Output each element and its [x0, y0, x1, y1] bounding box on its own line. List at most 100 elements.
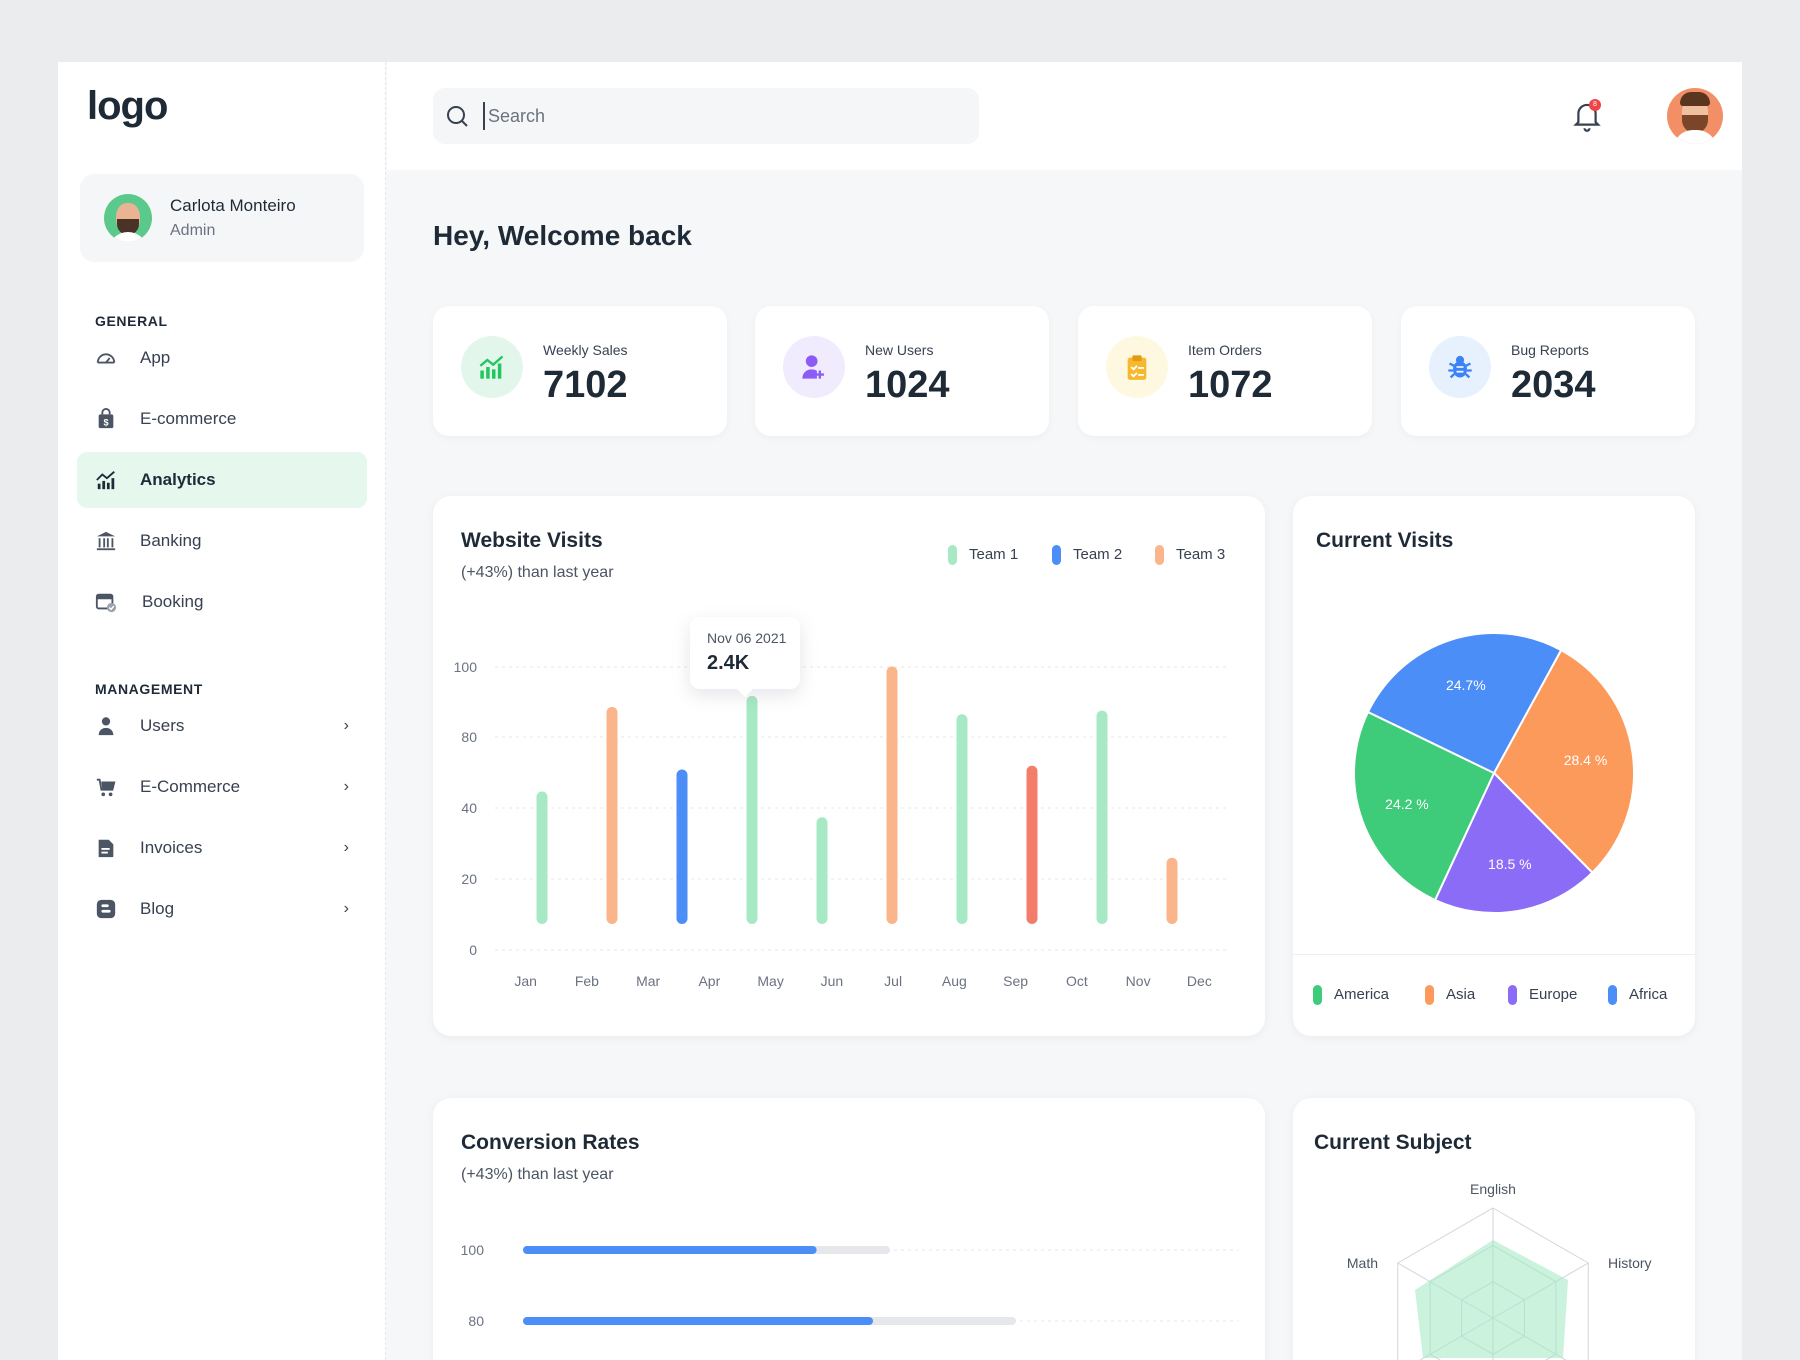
- analytics-icon: [96, 471, 115, 490]
- y-tick-label: 80: [468, 1313, 484, 1329]
- x-tick-label: Nov: [1126, 973, 1151, 989]
- conversion-rates-card: Conversion Rates (+43%) than last year 1…: [433, 1098, 1265, 1360]
- y-tick-label: 80: [461, 729, 477, 745]
- x-tick-label: Oct: [1066, 973, 1088, 989]
- account-avatar[interactable]: [1667, 88, 1723, 144]
- chart-up-icon: [461, 336, 523, 398]
- sidebar: logo Carlota Monteiro Admin GENERAL App …: [58, 62, 386, 1360]
- sidebar-item-blog[interactable]: Blog ›: [77, 881, 367, 937]
- stat-card-bug-reports: Bug Reports 2034: [1401, 306, 1695, 436]
- sidebar-item-ecommerce-management[interactable]: E-Commerce ›: [77, 759, 367, 815]
- logo[interactable]: logo: [87, 84, 168, 128]
- card-title: Current Subject: [1314, 1131, 1472, 1154]
- card-title: Conversion Rates: [461, 1131, 640, 1154]
- current-subject-card: Current Subject English History Math: [1293, 1098, 1695, 1360]
- card-subtitle: (+43%) than last year: [461, 1166, 614, 1183]
- stat-label: Item Orders: [1188, 342, 1262, 358]
- stat-label: Weekly Sales: [543, 342, 628, 358]
- pie-slice: [1433, 771, 1594, 914]
- bar: [676, 769, 688, 924]
- sidebar-item-ecommerce[interactable]: $ E-commerce: [77, 391, 367, 447]
- bar: [956, 714, 968, 924]
- chevron-right-icon: ›: [343, 717, 349, 734]
- radar-grid: [1397, 1207, 1589, 1360]
- x-tick-label: Mar: [636, 973, 660, 989]
- pie-slice: [1353, 710, 1496, 902]
- clipboard-icon: [1106, 336, 1168, 398]
- bar: [523, 1246, 817, 1254]
- bar: [816, 817, 828, 924]
- bar: [1166, 857, 1178, 924]
- svg-text:$: $: [103, 417, 108, 427]
- current-subject-radar-chart: English History Math: [1347, 1181, 1652, 1360]
- tooltip-arrow: [737, 689, 753, 697]
- user-profile-card[interactable]: Carlota Monteiro Admin: [80, 174, 364, 262]
- sidebar-item-app[interactable]: App: [77, 330, 367, 386]
- sidebar-item-invoices[interactable]: Invoices ›: [77, 820, 367, 876]
- tooltip-date: Nov 06 2021: [707, 630, 787, 646]
- notification-badge: 8: [1589, 99, 1601, 111]
- y-tick-label: 20: [461, 871, 477, 887]
- bar: [746, 695, 758, 924]
- card-subtitle: (+43%) than last year: [461, 564, 614, 581]
- pie-slice: [1366, 632, 1563, 775]
- y-tick-label: 100: [461, 1242, 485, 1258]
- x-tick-label: Apr: [698, 973, 720, 989]
- chevron-right-icon: ›: [343, 839, 349, 856]
- website-visits-card: Website Visits (+43%) than last year Tea…: [433, 496, 1265, 1036]
- pie-slice: [1492, 648, 1635, 875]
- search-input[interactable]: [483, 102, 953, 130]
- slice-label: 24.7%: [1446, 677, 1486, 693]
- sidebar-item-label: Invoices: [140, 838, 203, 857]
- stat-value: 1072: [1188, 364, 1273, 406]
- radar-area: [1415, 1240, 1568, 1358]
- stat-label: New Users: [865, 342, 934, 358]
- sidebar-item-banking[interactable]: Banking: [77, 513, 367, 569]
- sidebar-item-label: Booking: [142, 592, 204, 611]
- avatar: [104, 194, 152, 242]
- bar: [523, 1317, 874, 1325]
- bar: [1096, 710, 1108, 924]
- slice-label: 18.5 %: [1488, 856, 1532, 872]
- chevron-right-icon: ›: [343, 900, 349, 917]
- sidebar-item-users[interactable]: Users ›: [77, 698, 367, 754]
- current-visits-pie-chart: 28.4 % 18.5 % 24.2 % 24.7%: [1353, 632, 1635, 914]
- invoice-icon: [98, 839, 114, 858]
- stat-card-item-orders: Item Orders 1072: [1078, 306, 1372, 436]
- sidebar-item-label: App: [140, 348, 171, 367]
- bar: [886, 666, 898, 924]
- cart-icon: [96, 778, 116, 797]
- y-tick-label: 40: [461, 800, 477, 816]
- bar: [1026, 765, 1038, 924]
- section-management: MANAGEMENT: [95, 681, 203, 697]
- sidebar-item-booking[interactable]: Booking: [77, 574, 367, 630]
- user-icon: [98, 717, 114, 736]
- page-title: Hey, Welcome back: [433, 220, 692, 251]
- add-user-icon: [783, 336, 845, 398]
- app-window: logo Carlota Monteiro Admin GENERAL App …: [58, 62, 1742, 1360]
- x-tick-label: Jan: [514, 973, 537, 989]
- x-tick-label: Dec: [1187, 973, 1212, 989]
- x-tick-label: Feb: [575, 973, 599, 989]
- blog-icon: [96, 899, 116, 919]
- tooltip-box: [690, 617, 800, 689]
- sidebar-item-label: E-commerce: [140, 409, 237, 428]
- y-tick-label: 0: [469, 942, 477, 958]
- bar: [606, 706, 618, 924]
- slice-label: 24.2 %: [1385, 796, 1429, 812]
- stat-value: 1024: [865, 364, 950, 406]
- user-role: Admin: [170, 222, 216, 239]
- current-visits-card: Current Visits 28.4 % 18.5 % 24.2 % 24.7% A…: [1293, 496, 1695, 1036]
- search-box[interactable]: [433, 88, 979, 144]
- stat-value: 2034: [1511, 364, 1596, 406]
- website-visits-chart: 0 20 40 80 100 Jan Feb Mar Apr May Jun Jul Aug Sep Oct…: [454, 617, 1230, 989]
- sidebar-item-analytics[interactable]: Analytics: [77, 452, 367, 508]
- x-tick-label: Aug: [942, 973, 967, 989]
- search-icon: [447, 106, 468, 127]
- x-tick-label: Jun: [821, 973, 844, 989]
- sidebar-item-label: Analytics: [140, 470, 216, 489]
- top-bar: 8: [387, 62, 1742, 170]
- notifications-button[interactable]: 8: [1572, 99, 1602, 132]
- stat-value: 7102: [543, 364, 628, 406]
- bar: [536, 791, 548, 924]
